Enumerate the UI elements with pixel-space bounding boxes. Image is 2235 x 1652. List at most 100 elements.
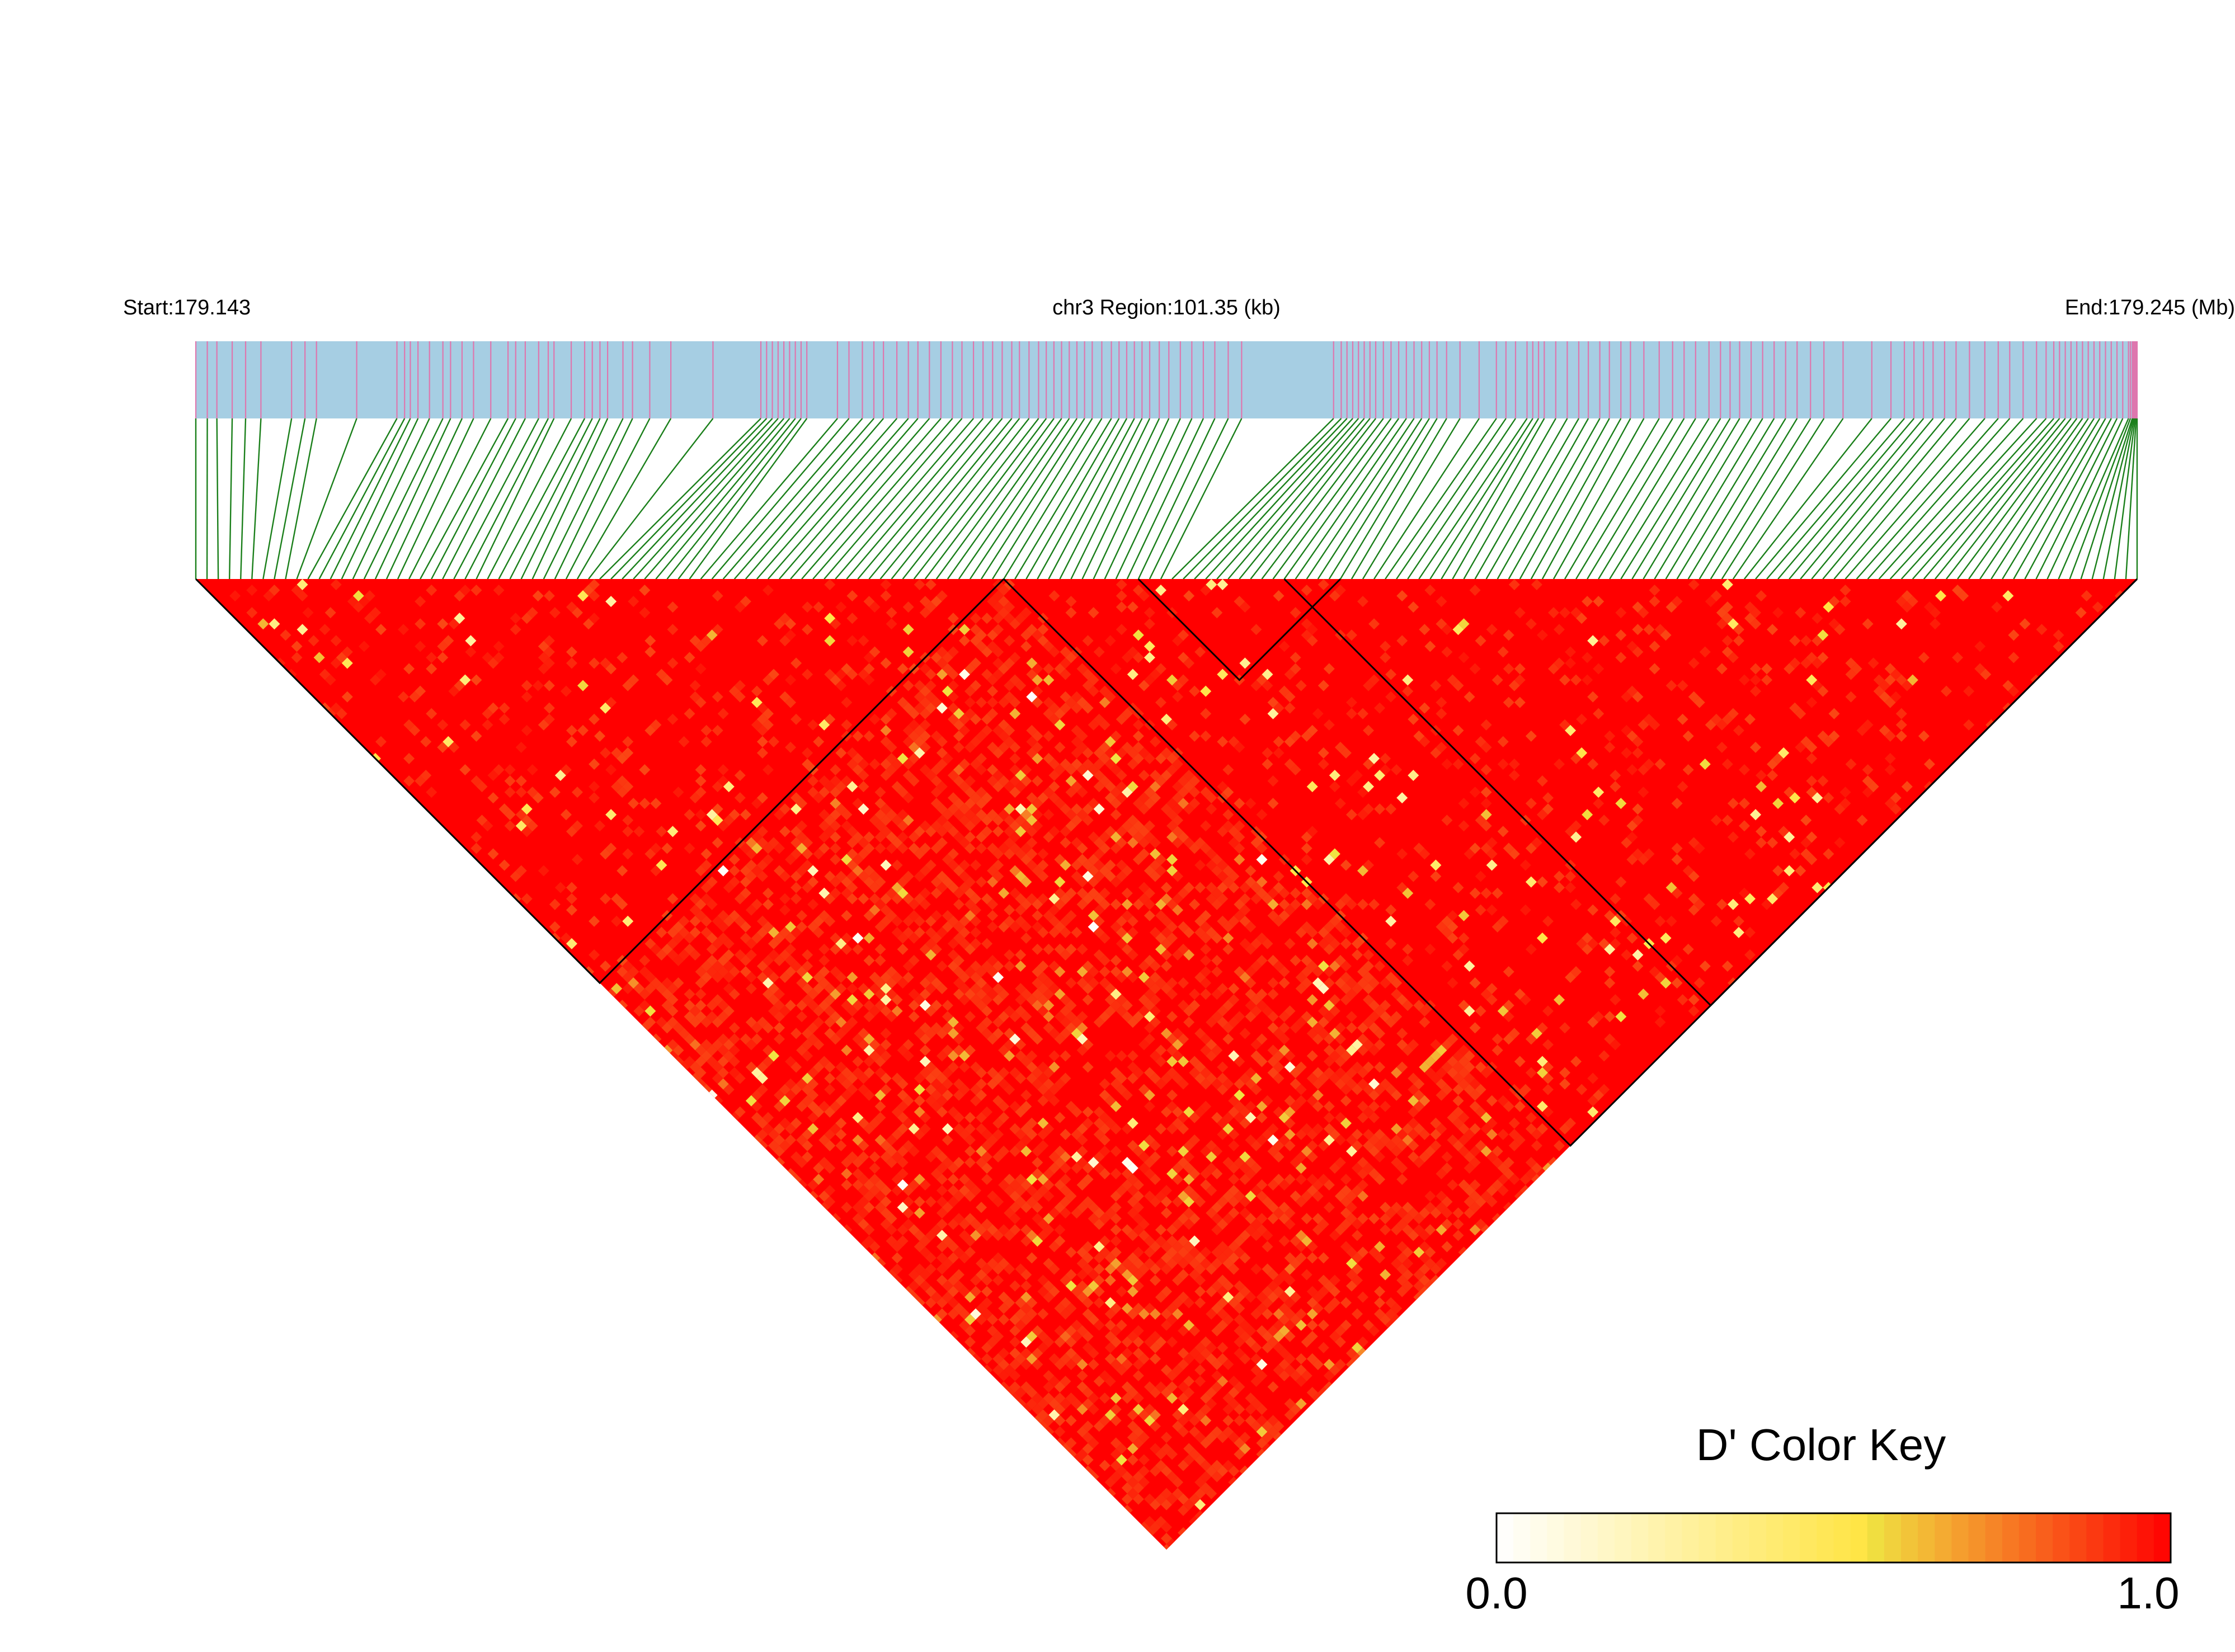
ld-cell — [1402, 1246, 1414, 1258]
ld-cell — [936, 702, 948, 714]
ld-cell — [796, 977, 808, 989]
ld-cell — [936, 1196, 948, 1208]
ld-cell — [796, 1100, 808, 1112]
ld-cell — [297, 579, 308, 591]
ld-cell — [1099, 1123, 1111, 1135]
ld-cell — [1565, 972, 1577, 983]
ld-cell — [1093, 1319, 1105, 1331]
ld-cell — [925, 826, 937, 837]
ld-cell — [1368, 1000, 1380, 1011]
ld-cell — [756, 747, 768, 759]
ld-cell — [1093, 848, 1105, 860]
ld-cell — [1110, 798, 1122, 809]
ld-cell — [1183, 657, 1195, 669]
ld-cell — [964, 1190, 976, 1202]
ld-cell — [1480, 764, 1492, 776]
ld-cell — [1340, 893, 1352, 905]
ld-cell — [229, 590, 241, 602]
ld-cell — [1032, 1359, 1043, 1371]
ld-cell — [1480, 1067, 1492, 1079]
ld-block-outline — [1137, 578, 1341, 681]
ld-cell — [1256, 1056, 1268, 1067]
ld-cell — [650, 843, 662, 854]
ld-cell — [1132, 898, 1144, 910]
ld-cell — [1587, 1095, 1599, 1107]
ld-cell — [1138, 1039, 1150, 1051]
ld-cell — [1138, 1005, 1150, 1017]
ld-cell — [1295, 983, 1307, 995]
snp-connector — [1957, 418, 2078, 580]
ld-cell — [1234, 1056, 1245, 1067]
ld-cell — [858, 669, 869, 680]
ld-cell — [605, 809, 617, 821]
ld-cell — [1110, 1404, 1122, 1415]
ld-cell — [936, 870, 948, 882]
ld-cell — [1206, 926, 1217, 938]
ld-cell — [1132, 1246, 1144, 1258]
ld-cell — [824, 1072, 836, 1084]
ld-cell — [1649, 966, 1660, 978]
ld-cell — [981, 1028, 993, 1039]
ld-cell — [869, 1151, 881, 1163]
ld-cell — [936, 1218, 948, 1230]
ld-cell — [863, 954, 875, 966]
ld-cell — [908, 741, 920, 753]
ld-cell — [902, 815, 914, 826]
ld-cell — [1262, 1230, 1273, 1241]
ld-cell — [1200, 820, 1212, 832]
ld-cell — [1357, 1100, 1369, 1112]
ld-cell — [1587, 1072, 1599, 1084]
ld-cell — [1262, 1308, 1273, 1320]
ld-cell — [1256, 1359, 1268, 1371]
ld-cell — [1503, 1000, 1514, 1011]
ld-cell — [1452, 1230, 1464, 1241]
snp-connector — [531, 418, 609, 580]
ld-cell — [1329, 1274, 1340, 1286]
ld-cell — [1026, 624, 1038, 636]
ld-cell — [1009, 1359, 1021, 1371]
ld-cell — [858, 1151, 869, 1163]
ld-cell — [1043, 663, 1055, 675]
ld-cell — [1486, 848, 1498, 860]
ld-cell — [992, 1016, 1004, 1028]
ld-cell — [1273, 747, 1284, 759]
ld-cell — [1638, 787, 1649, 798]
ld-cell — [1475, 1106, 1486, 1118]
ld-cell — [1211, 1011, 1223, 1023]
ld-cell — [1060, 837, 1071, 849]
ld-cell — [1419, 1005, 1431, 1017]
ld-cell — [1037, 1128, 1049, 1140]
ld-cell — [880, 1084, 892, 1095]
ld-cell — [740, 887, 751, 899]
ld-cell — [1441, 1084, 1453, 1095]
ld-cell — [577, 724, 589, 736]
ld-cell — [1178, 1291, 1189, 1303]
ld-cell — [1222, 1123, 1234, 1135]
ld-cell — [1037, 1342, 1049, 1353]
ld-cell — [762, 708, 774, 719]
ld-cell — [1054, 663, 1066, 675]
ld-cell — [476, 815, 488, 826]
ld-cell — [1200, 730, 1212, 742]
ld-cell — [1104, 983, 1116, 995]
ld-cell — [1110, 1302, 1122, 1314]
ld-cell — [987, 1314, 999, 1325]
ld-cell — [964, 966, 976, 978]
ld-cell — [886, 977, 897, 989]
ld-cell — [1200, 1067, 1212, 1079]
ld-cell — [1020, 1235, 1032, 1247]
ld-cell — [1767, 758, 1778, 770]
ld-cell — [1020, 1202, 1032, 1213]
ld-cell — [976, 966, 987, 978]
ld-cell — [589, 579, 600, 591]
ld-cell — [1374, 1286, 1386, 1297]
ld-cell — [622, 781, 634, 793]
ld-cell — [1239, 904, 1251, 916]
ld-cell — [1273, 870, 1284, 882]
ld-cell — [1194, 1252, 1206, 1264]
ld-cell — [1901, 601, 1913, 613]
ld-cell — [1043, 674, 1055, 686]
ld-cell — [824, 1196, 836, 1208]
ld-cell — [1015, 960, 1027, 972]
ld-cell — [846, 635, 858, 647]
